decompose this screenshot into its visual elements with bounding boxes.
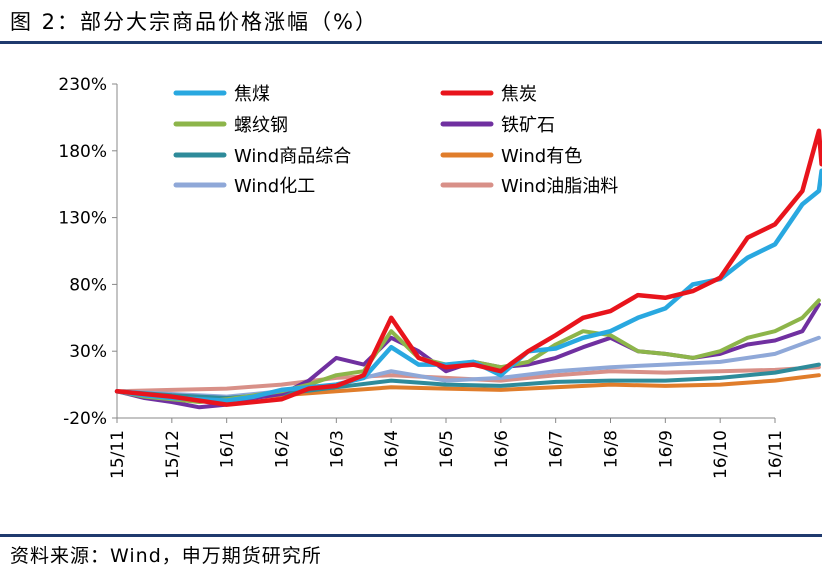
x-tick-label: 16/9 [656, 430, 676, 468]
x-tick-label: 16/4 [382, 430, 402, 468]
x-tick-label: 16/1 [218, 430, 238, 468]
legend-label: 铁矿石 [501, 115, 555, 136]
line-chart: 230% 180% 130% 80% 30% -20% 15/11 15/12 16/1 16/… [58, 75, 822, 479]
legend-label: Wind油脂油料 [501, 176, 618, 197]
title-rule [0, 41, 822, 44]
y-tick-label: 80% [69, 275, 107, 295]
footer-rule [0, 534, 822, 537]
legend-label: 焦炭 [501, 84, 537, 105]
y-tick-label: -20% [63, 409, 107, 429]
legend-label: Wind化工 [234, 176, 315, 197]
x-tick-label: 16/3 [327, 430, 347, 468]
y-tick-label: 30% [69, 342, 107, 362]
y-tick-label: 130% [58, 209, 107, 229]
y-tick-label: 230% [58, 75, 107, 95]
x-tick-label: 16/2 [273, 430, 293, 468]
legend-label: Wind有色 [501, 146, 582, 167]
x-tick-label: 15/11 [108, 430, 128, 479]
series-line-4 [115, 302, 821, 410]
x-tick-label: 16/5 [437, 430, 457, 468]
y-tick-label: 180% [58, 142, 107, 162]
y-axis-ticks: 230% 180% 130% 80% 30% -20% [58, 75, 117, 429]
x-tick-label: 15/12 [163, 430, 183, 479]
x-tick-label: 16/7 [547, 430, 567, 468]
x-tick-label: 16/6 [492, 430, 512, 468]
legend-label: 螺纹钢 [234, 115, 288, 136]
x-axis-ticks: 15/11 15/12 16/1 16/2 16/3 16/4 16/5 16/6 16/7 16… [108, 418, 786, 479]
series-line-2 [114, 128, 822, 407]
x-tick-label: 16/8 [602, 430, 622, 468]
legend-label: 焦煤 [234, 84, 270, 105]
source-note: 资料来源：Wind，申万期货研究所 [10, 545, 322, 567]
series-lines [114, 128, 822, 410]
x-tick-label: 16/11 [766, 430, 786, 479]
x-tick-label: 16/10 [711, 430, 731, 479]
page-title: 图 2：部分大宗商品价格涨幅（%） [10, 10, 378, 34]
legend-label: Wind商品综合 [234, 146, 351, 167]
